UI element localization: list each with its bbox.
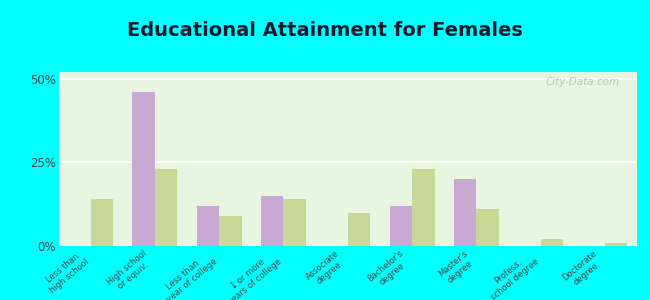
Bar	[133, 92, 155, 246]
Bar	[412, 169, 434, 246]
Bar	[197, 206, 219, 246]
Text: City-Data.com: City-Data.com	[545, 77, 619, 87]
Bar	[261, 196, 283, 246]
Bar	[541, 239, 563, 246]
Bar	[283, 199, 306, 246]
Bar	[389, 206, 412, 246]
Bar	[219, 216, 242, 246]
Bar	[476, 209, 499, 246]
Bar	[155, 169, 177, 246]
Text: Educational Attainment for Females: Educational Attainment for Females	[127, 21, 523, 40]
Bar	[605, 243, 627, 246]
Bar	[348, 212, 370, 246]
Bar	[454, 179, 476, 246]
Bar	[90, 199, 113, 246]
